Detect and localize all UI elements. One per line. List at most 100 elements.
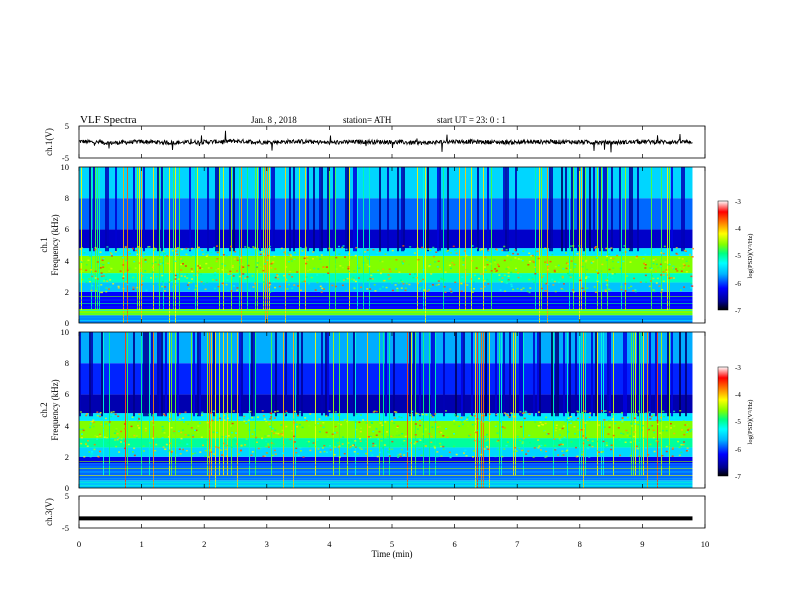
- ch1-spectrogram-speckle-455: [475, 247, 478, 250]
- ch2-spectrogram-speckle-204: [468, 435, 471, 437]
- ch1-spectrogram-speckle-256: [105, 287, 108, 289]
- ch1-spectrogram-speckle-856: [247, 246, 250, 249]
- ch1-spectrogram-speckle-401: [379, 288, 382, 290]
- ch2-spectrogram-streak-39: [241, 332, 243, 417]
- ch2-spectrogram-speckle-302: [221, 435, 224, 438]
- ch1-spectrogram-speckle-589: [320, 261, 323, 264]
- ch1-spectrogram-speckle-428: [229, 270, 232, 273]
- ch1-spectrogram-speckle-652: [636, 255, 639, 258]
- ch2-spectrogram-speckle-112: [124, 427, 127, 430]
- ch1-spectrogram-speckle-63: [274, 268, 277, 270]
- ch1-spectrogram-speckle-843: [222, 254, 225, 256]
- ch1-spectrogram-speckle-226: [679, 267, 682, 269]
- ch1-spectrogram-speckle-876: [681, 258, 684, 260]
- ch1-spectrogram-speckle-742: [91, 275, 94, 278]
- ch1-spectrogram-streak-119: [619, 167, 621, 252]
- ch1-spectrogram-streak-12: [133, 167, 135, 252]
- ch1-spectrogram-speckle-120: [197, 272, 200, 274]
- ch1-spectrogram-streak-8: [107, 167, 109, 252]
- ch2-spectrogram-streak-131: [643, 332, 644, 476]
- ch2-spectrogram-speckle-821: [513, 450, 516, 453]
- ch1-spectrogram-speckle-117: [357, 277, 360, 279]
- ch1-spectrogram-speckle-76: [519, 275, 522, 278]
- ch1-spectrogram-speckle-8: [498, 279, 501, 281]
- ch2-spectrogram-speckle-798: [518, 447, 521, 450]
- ch1-spectrogram-speckle-636: [569, 247, 572, 250]
- ch2-spectrogram-speckle-517: [238, 453, 241, 456]
- ch2-spectrogram-speckle-424: [658, 446, 661, 449]
- ch1-spectrogram-speckle-313: [469, 286, 472, 289]
- ch1-spectrogram-speckle-172: [161, 280, 164, 283]
- ch1-spectrogram-streak-72: [397, 167, 399, 252]
- ch1-spectrogram-speckle-778: [591, 268, 594, 270]
- ch1-spectrogram-speckle-142: [426, 290, 429, 292]
- ch1-spectrogram-speckle-31: [486, 259, 489, 261]
- ch2-spectrogram-speckle-239: [162, 446, 165, 448]
- ch2-spectrogram-speckle-226: [387, 444, 390, 446]
- ch1-spectrogram-speckle-297: [493, 259, 496, 261]
- ch2-spectrogram-speckle-739: [123, 423, 126, 425]
- ch1-spectrogram-speckle-583: [654, 258, 657, 260]
- ch2-spectrogram-speckle-116: [573, 425, 576, 428]
- ch2-spectrogram-speckle-358: [337, 439, 340, 442]
- ch2-spectrogram-speckle-536: [247, 419, 250, 422]
- ch1-spectrogram-speckle-830: [151, 262, 154, 265]
- ch1-spectrogram-speckle-77: [453, 263, 456, 266]
- ch1-spectrogram-speckle-670: [321, 287, 324, 290]
- ch1-spectrogram-speckle-437: [125, 281, 128, 283]
- ch1-spectrogram-speckle-784: [680, 253, 683, 256]
- ch1-spectrogram-speckle-188: [325, 281, 328, 283]
- ch2-spectrogram-streak-19: [165, 332, 167, 417]
- ch2-spectrogram-speckle-707: [91, 420, 94, 423]
- ch2-spectrogram-speckle-617: [144, 430, 147, 432]
- ch2-spectrogram-speckle-645: [610, 444, 613, 447]
- ch2-spectrogram-speckle-664: [650, 415, 653, 418]
- ch2-spectrogram-speckle-277: [267, 443, 270, 445]
- ch2-spectrogram-speckle-432: [359, 427, 362, 430]
- ch2-spectrogram-speckle-130: [359, 414, 362, 416]
- ch2-spectrogram-speckle-388: [247, 421, 250, 423]
- ch2-spectrogram-speckle-294: [99, 412, 102, 414]
- ch1-spectrogram-speckle-692: [102, 266, 105, 268]
- ch2-spectrogram-speckle-632: [569, 415, 572, 418]
- ch1-spectrogram-speckle-712: [541, 276, 544, 279]
- ch1-spectrogram-speckle-845: [547, 268, 550, 271]
- ch2-spectrogram-speckle-146: [354, 440, 357, 442]
- ch2-spectrogram-speckle-299: [544, 422, 547, 425]
- ch2-spectrogram-speckle-179: [462, 452, 465, 454]
- ch1-spectrogram-speckle-560: [552, 284, 555, 286]
- ch2-spectrogram-speckle-315: [556, 418, 559, 420]
- ch2-spectrogram-speckle-874: [89, 426, 92, 429]
- ch1-spectrogram-streak-19: [159, 167, 160, 311]
- ch1-spectrogram-speckle-65: [479, 249, 482, 251]
- ch2-spectrogram-speckle-79: [391, 434, 394, 437]
- ch2-spectrogram-speckle-624: [424, 421, 427, 423]
- ch1-spectrogram-speckle-823: [594, 246, 597, 248]
- ch1-spectrogram-streak-105: [577, 167, 579, 252]
- ch1-spectrogram-streak-89: [491, 167, 492, 311]
- ch2-spectrogram-speckle-767: [225, 444, 228, 447]
- ch1-spectrogram-speckle-324: [452, 245, 455, 248]
- ch1-spectrogram-speckle-747: [105, 275, 108, 278]
- ch1-spectrogram-streak-77: [425, 167, 426, 323]
- ch1-spectrogram-speckle-885: [102, 275, 105, 277]
- ch1-spectrogram-speckle-74: [176, 246, 179, 249]
- ch2-spectrogram-speckle-623: [96, 414, 99, 417]
- ch1-spectrogram-streak-57: [321, 167, 323, 252]
- ch1-spectrogram-speckle-685: [510, 271, 513, 274]
- ch1-spectrogram-speckle-422: [83, 260, 86, 263]
- ch2-spectrogram-speckle-300: [326, 435, 329, 438]
- ch2-spectrogram-speckle-357: [416, 440, 419, 443]
- ch2-spectrogram-speckle-338: [93, 447, 96, 449]
- ch1-spectrogram-speckle-561: [429, 249, 432, 252]
- ch2-spectrogram-speckle-4: [86, 445, 89, 447]
- ch2-spectrogram-speckle-783: [224, 448, 227, 451]
- ch2-spectrogram-speckle-503: [369, 435, 372, 438]
- ch2-spectrogram-speckle-690: [545, 450, 548, 453]
- ch2-spectrogram-speckle-43: [168, 411, 171, 414]
- ch1-spectrogram-speckle-790: [568, 274, 571, 277]
- ch2-spectrogram-streak-54: [325, 332, 327, 417]
- ch1-spectrogram-speckle-390: [230, 290, 233, 292]
- ch2-spectrogram-streak-57: [339, 332, 340, 476]
- ch2-spectrogram-speckle-483: [640, 429, 643, 431]
